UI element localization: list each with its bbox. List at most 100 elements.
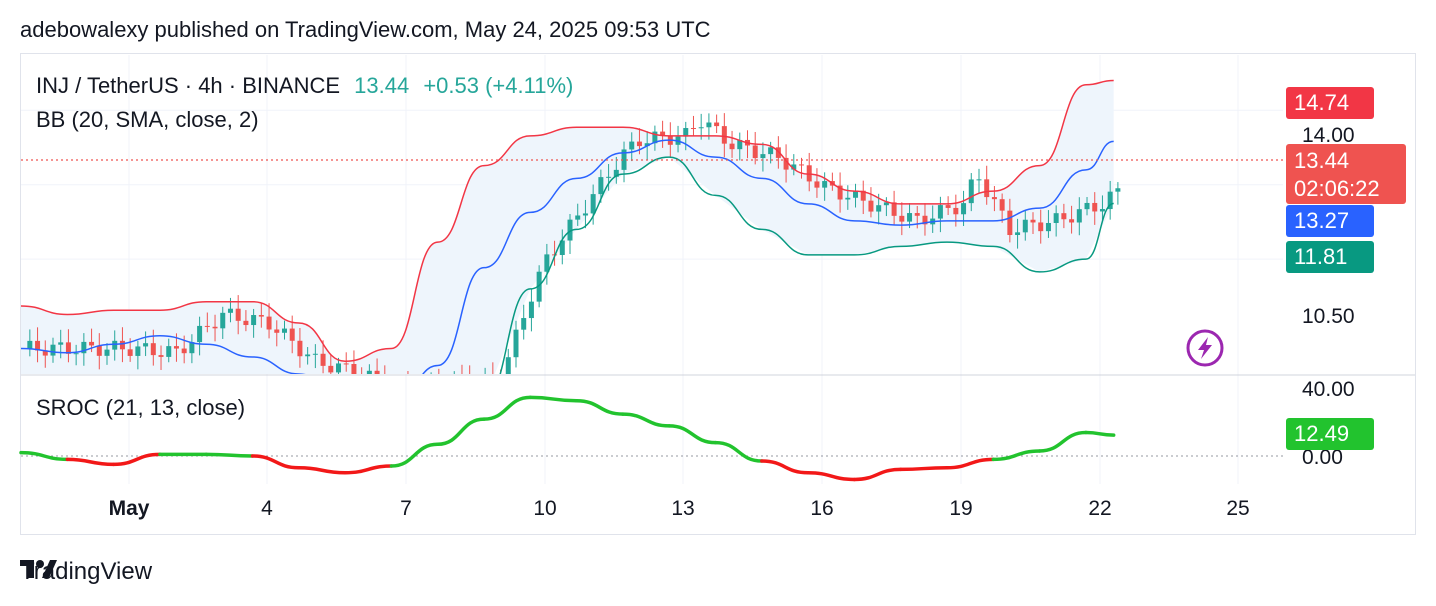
candle-body: [475, 384, 480, 389]
candle-body: [1107, 191, 1113, 210]
candle-body: [119, 340, 125, 350]
candle-body: [822, 181, 828, 188]
candle-body: [1030, 219, 1036, 223]
candle-body: [683, 128, 689, 137]
candle-body: [81, 341, 87, 354]
candle-body: [498, 383, 503, 390]
candle-body: [544, 254, 550, 272]
candle-body: [613, 169, 619, 177]
date-label-10: 10: [533, 497, 557, 520]
candle-body: [775, 147, 781, 158]
candle-body: [274, 329, 280, 333]
candle-body: [173, 346, 179, 349]
candle-body: [398, 384, 403, 389]
sroc-legend: SROC (21, 13, close): [36, 395, 246, 420]
candle-body: [729, 143, 735, 150]
sroc-segment: [65, 457, 116, 467]
last-price-badge-value: 13.44: [1294, 148, 1350, 173]
candle-body: [104, 349, 110, 356]
candle-body: [698, 127, 704, 129]
sroc-segment: [204, 452, 255, 458]
candle-body: [999, 199, 1005, 211]
candle-body: [359, 378, 364, 379]
candle-body: [1045, 222, 1051, 232]
candle-body: [976, 179, 982, 181]
candle-body: [212, 326, 218, 329]
footer-brand[interactable]: TradingView: [20, 558, 152, 586]
candle-body: [73, 353, 79, 355]
candle-body: [536, 271, 542, 302]
candle-body: [343, 363, 349, 365]
candle-body: [528, 301, 534, 319]
candle-body: [374, 370, 380, 374]
candle-body: [1061, 213, 1067, 220]
candle-body: [945, 205, 951, 208]
bb-basis-line: [21, 139, 1114, 374]
date-label-7: 7: [400, 497, 412, 520]
candle-body: [937, 205, 943, 219]
candle-body: [135, 346, 141, 356]
candle-body: [991, 197, 997, 200]
candle-body: [181, 348, 187, 354]
candle-body: [467, 379, 472, 390]
candle-body: [968, 179, 974, 204]
candle-body: [883, 202, 889, 206]
candle-body: [320, 353, 326, 366]
last-price-badge: 13.44 02:06:22: [1286, 144, 1406, 204]
candle-body: [150, 343, 156, 356]
candle-body: [953, 207, 959, 215]
candle-body: [845, 197, 851, 200]
sroc-segment: [482, 395, 533, 421]
countdown-value: 02:06:22: [1294, 176, 1380, 201]
candle-body: [1099, 209, 1105, 212]
candle-body: [227, 308, 233, 313]
sroc-badge: 12.49: [1286, 418, 1374, 450]
candle-body: [521, 318, 527, 330]
candle-body: [760, 154, 766, 159]
candle-body: [876, 205, 882, 212]
date-label-22: 22: [1088, 497, 1112, 520]
sroc-segment: [1084, 430, 1116, 437]
candle-body: [791, 164, 797, 170]
candle-body: [421, 388, 426, 401]
candle-body: [413, 397, 418, 401]
candle-body: [96, 345, 102, 356]
candle-body: [27, 340, 33, 349]
candle-body: [567, 219, 573, 241]
sroc-tick-40: 40.00: [1302, 378, 1355, 401]
date-label-4: 4: [261, 497, 273, 520]
price-pane: [21, 79, 1121, 401]
lightning-icon[interactable]: [1186, 329, 1224, 367]
candle-body: [513, 329, 519, 358]
candle-body: [429, 382, 434, 387]
candle-body: [690, 128, 696, 130]
tradingview-logo-icon: [20, 560, 57, 578]
basis-badge: 13.27: [1286, 205, 1374, 237]
candle-body: [1053, 213, 1059, 223]
candle-body: [559, 240, 565, 255]
candle-body: [783, 157, 789, 170]
candle-body: [1084, 202, 1090, 210]
candle-body: [112, 340, 118, 350]
sroc-segment: [760, 459, 810, 475]
candle-body: [483, 375, 488, 384]
candle-body: [891, 202, 897, 216]
candle-body: [166, 346, 172, 357]
candle-body: [629, 141, 635, 150]
candle-body: [189, 342, 195, 354]
candle-body: [853, 190, 859, 198]
candle-body: [1069, 219, 1075, 223]
candle-body: [243, 320, 249, 326]
candle-body: [251, 315, 257, 326]
sroc-segment: [621, 412, 671, 428]
candle-body: [297, 340, 303, 357]
sroc-segment: [297, 465, 347, 475]
candle-body: [752, 145, 758, 159]
candle-body: [452, 376, 457, 390]
candle-body: [390, 389, 395, 392]
candle-body: [65, 342, 71, 354]
chart-frame: [20, 53, 1416, 535]
candle-body: [1007, 210, 1013, 236]
sroc-segment: [945, 457, 996, 470]
